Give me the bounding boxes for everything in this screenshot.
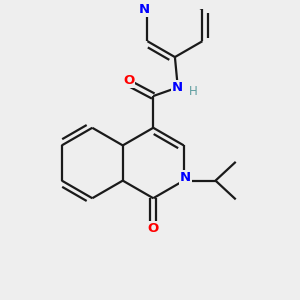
Text: H: H [189,85,198,98]
Text: N: N [138,3,149,16]
Text: O: O [148,222,159,235]
Text: N: N [180,171,191,184]
Text: O: O [123,74,134,87]
Text: N: N [172,81,183,94]
